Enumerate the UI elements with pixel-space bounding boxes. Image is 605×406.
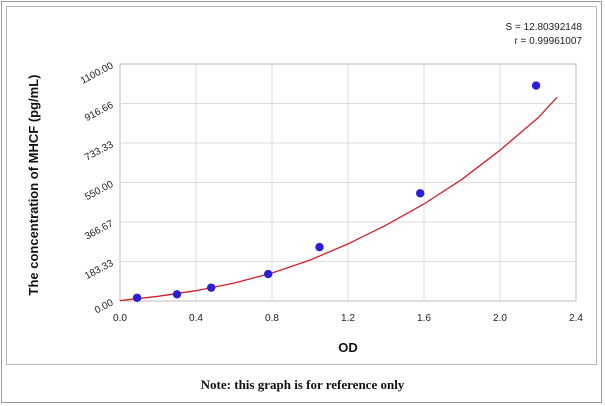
- x-tick-label: 0.4: [189, 313, 203, 324]
- y-tick-label: 183.33: [83, 258, 116, 282]
- y-tick-labels: 0.00183.33366.67550.00733.33916.661100.0…: [79, 60, 116, 316]
- data-point: [172, 290, 182, 299]
- y-tick-label: 366.67: [83, 218, 116, 242]
- y-tick-label: 550.00: [83, 179, 116, 203]
- y-axis-label: The concentration of MHCF (pg/mL): [26, 75, 41, 296]
- y-tick-label: 733.33: [83, 139, 116, 163]
- data-point: [132, 293, 142, 302]
- x-axis-label: OD: [338, 340, 358, 355]
- x-tick-label: 2.0: [493, 313, 507, 324]
- data-point: [315, 242, 324, 252]
- r-value: r = 0.99961007: [514, 36, 582, 47]
- y-tick-label: 916.66: [83, 100, 116, 124]
- x-tick-label: 2.4: [569, 313, 583, 324]
- x-tick-label: 0.0: [113, 313, 127, 324]
- data-point: [207, 283, 216, 292]
- x-tick-label: 1.2: [341, 313, 355, 324]
- chart-frame: [6, 6, 597, 365]
- x-tick-labels: 0.0 0.4 0.8 1.2 1.6 2.0 2.4: [113, 313, 583, 324]
- reference-note: Note: this graph is for reference only: [200, 377, 405, 392]
- fit-curve: [119, 96, 558, 302]
- x-tick-label: 0.8: [265, 313, 279, 324]
- data-point: [531, 81, 541, 90]
- s-value: S = 12.80392148: [506, 22, 583, 33]
- data-point: [264, 269, 273, 279]
- data-point: [416, 189, 425, 198]
- grid-lines: [120, 64, 576, 301]
- x-tick-label: 1.6: [417, 313, 431, 324]
- y-tick-label: 1100.00: [79, 60, 116, 87]
- data-points: [132, 81, 541, 302]
